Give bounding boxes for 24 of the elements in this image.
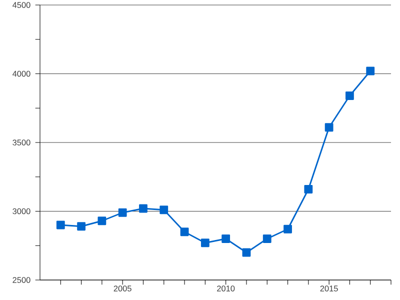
- point: [77, 222, 86, 231]
- point: [346, 92, 354, 100]
- y-tick-label: 4500: [12, 2, 30, 8]
- point: [160, 206, 168, 214]
- x-tick-label: 2010: [217, 286, 235, 292]
- y-tick-label: 3000: [12, 208, 30, 214]
- point: [56, 220, 65, 230]
- point: [324, 123, 334, 132]
- point: [98, 216, 106, 226]
- point: [242, 248, 251, 257]
- point: [222, 234, 230, 243]
- point: [262, 234, 272, 243]
- y-tick-label: 4000: [12, 70, 30, 77]
- point: [118, 208, 127, 217]
- point: [304, 185, 313, 194]
- y-tick-label: 3500: [12, 140, 30, 146]
- point: [284, 224, 292, 234]
- x-tick-label: 2015: [320, 286, 338, 292]
- point: [200, 238, 210, 248]
- point: [366, 66, 375, 76]
- y-tick-label: 2500: [12, 277, 30, 283]
- point: [139, 204, 148, 213]
- point: [180, 228, 189, 236]
- x-tick-label: 2005: [114, 286, 132, 292]
